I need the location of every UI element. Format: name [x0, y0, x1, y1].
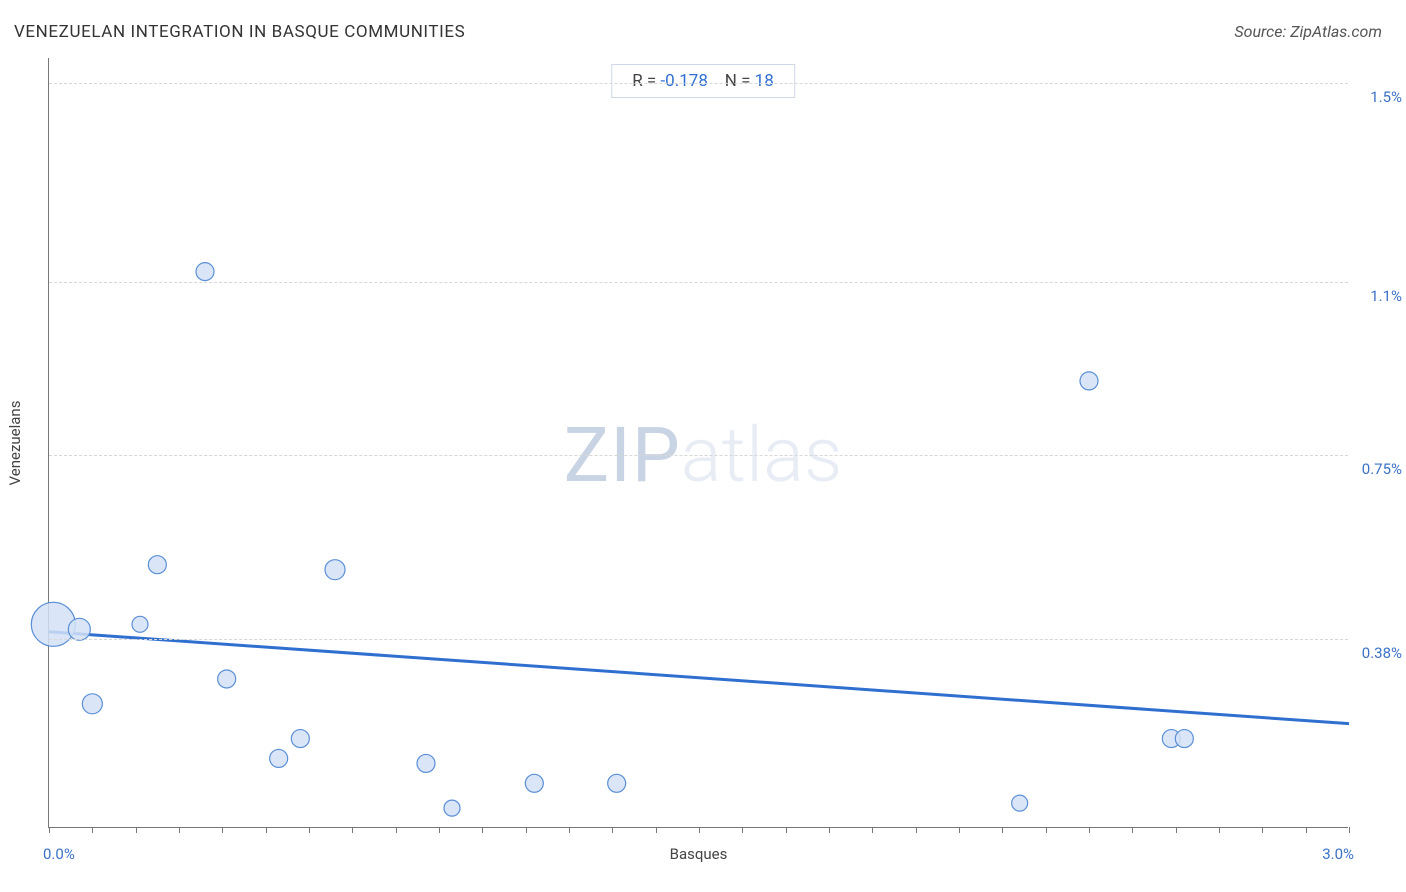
y-tick-label: 1.5% — [1354, 88, 1402, 106]
x-tick — [786, 827, 787, 833]
x-tick — [439, 827, 440, 833]
regression-line — [49, 632, 1349, 724]
x-tick — [829, 827, 830, 833]
scatter-point — [608, 774, 626, 792]
x-axis-min-label: 0.0% — [43, 845, 75, 863]
y-tick-label: 1.1% — [1354, 287, 1402, 305]
scatter-point — [1175, 730, 1193, 748]
x-tick — [1349, 827, 1350, 833]
plot-area: Venezuelans Basques 0.0% 3.0% 0.38%0.75%… — [48, 58, 1348, 828]
x-tick — [916, 827, 917, 833]
scatter-point — [196, 263, 214, 281]
gridline-h — [49, 455, 1348, 456]
x-tick — [742, 827, 743, 833]
x-tick — [266, 827, 267, 833]
x-tick — [699, 827, 700, 833]
x-tick — [656, 827, 657, 833]
gridline-h — [49, 639, 1348, 640]
scatter-point — [525, 774, 543, 792]
source-attribution: Source: ZipAtlas.com — [1234, 22, 1382, 41]
scatter-point — [270, 749, 288, 767]
x-tick — [1002, 827, 1003, 833]
plot-svg — [49, 58, 1348, 827]
chart-container: VENEZUELAN INTEGRATION IN BASQUE COMMUNI… — [0, 0, 1406, 892]
scatter-point — [82, 694, 102, 714]
scatter-point — [132, 616, 148, 632]
x-tick — [1132, 827, 1133, 833]
x-tick — [569, 827, 570, 833]
scatter-point — [291, 730, 309, 748]
gridline-h — [49, 83, 1348, 84]
x-tick — [612, 827, 613, 833]
x-tick — [1176, 827, 1177, 833]
x-tick — [959, 827, 960, 833]
scatter-point — [417, 754, 435, 772]
y-tick-label: 0.38% — [1354, 644, 1402, 662]
scatter-point — [218, 670, 236, 688]
scatter-point — [1012, 795, 1028, 811]
x-axis-title: Basques — [670, 845, 728, 863]
x-tick — [222, 827, 223, 833]
y-axis-title: Venezuelans — [6, 400, 24, 485]
scatter-point — [325, 560, 345, 580]
x-tick — [1262, 827, 1263, 833]
x-tick — [526, 827, 527, 833]
scatter-point — [1080, 372, 1098, 390]
gridline-h — [49, 282, 1348, 283]
x-axis-max-label: 3.0% — [1322, 845, 1354, 863]
x-tick — [872, 827, 873, 833]
x-tick — [396, 827, 397, 833]
y-tick-label: 0.75% — [1354, 460, 1402, 478]
x-tick — [309, 827, 310, 833]
x-tick — [1089, 827, 1090, 833]
scatter-point — [444, 800, 460, 816]
x-tick — [1219, 827, 1220, 833]
scatter-point — [68, 618, 90, 640]
x-tick — [1306, 827, 1307, 833]
scatter-point — [148, 556, 166, 574]
x-tick — [179, 827, 180, 833]
x-tick — [352, 827, 353, 833]
x-tick — [136, 827, 137, 833]
chart-title: VENEZUELAN INTEGRATION IN BASQUE COMMUNI… — [14, 22, 465, 42]
x-tick — [482, 827, 483, 833]
x-tick — [49, 827, 50, 833]
x-tick — [92, 827, 93, 833]
x-tick — [1046, 827, 1047, 833]
